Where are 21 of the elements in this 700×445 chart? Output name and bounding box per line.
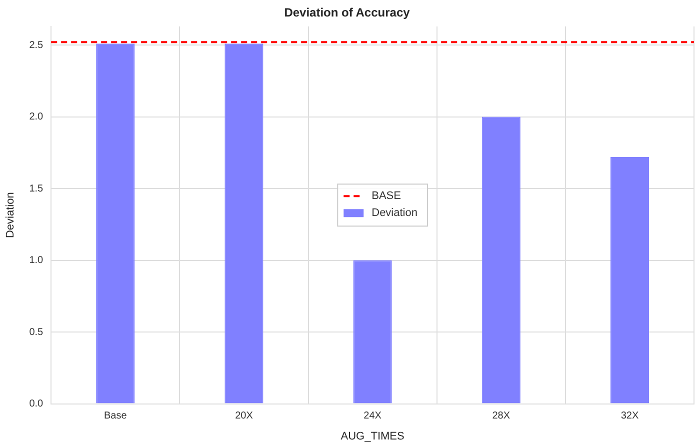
- x-tick-label: Base: [104, 410, 128, 422]
- bar: [224, 44, 264, 404]
- x-tick-label: 28X: [492, 410, 510, 422]
- chart-title: Deviation of Accuracy: [284, 6, 410, 20]
- y-tick-label: 0.5: [29, 326, 44, 338]
- bar: [96, 44, 135, 404]
- y-tick-label: 1.0: [29, 255, 44, 266]
- x-tick-label: 20X: [235, 410, 254, 422]
- legend-label: Deviation: [372, 207, 418, 220]
- legend-label: BASE: [372, 190, 401, 202]
- x-axis-title: AUG_TIMES: [340, 430, 404, 442]
- y-tick-label: 1.5: [29, 183, 44, 194]
- x-tick-label: 32X: [620, 410, 639, 422]
- y-tick-label: 2.0: [29, 112, 44, 123]
- bar: [353, 260, 392, 404]
- y-tick-label: 0.0: [29, 398, 44, 410]
- x-tick-label: 24X: [364, 410, 382, 422]
- bar: [610, 156, 649, 404]
- y-tick-label: 2.5: [29, 40, 44, 51]
- y-axis-title: Deviation: [4, 192, 17, 238]
- bar: [482, 116, 520, 404]
